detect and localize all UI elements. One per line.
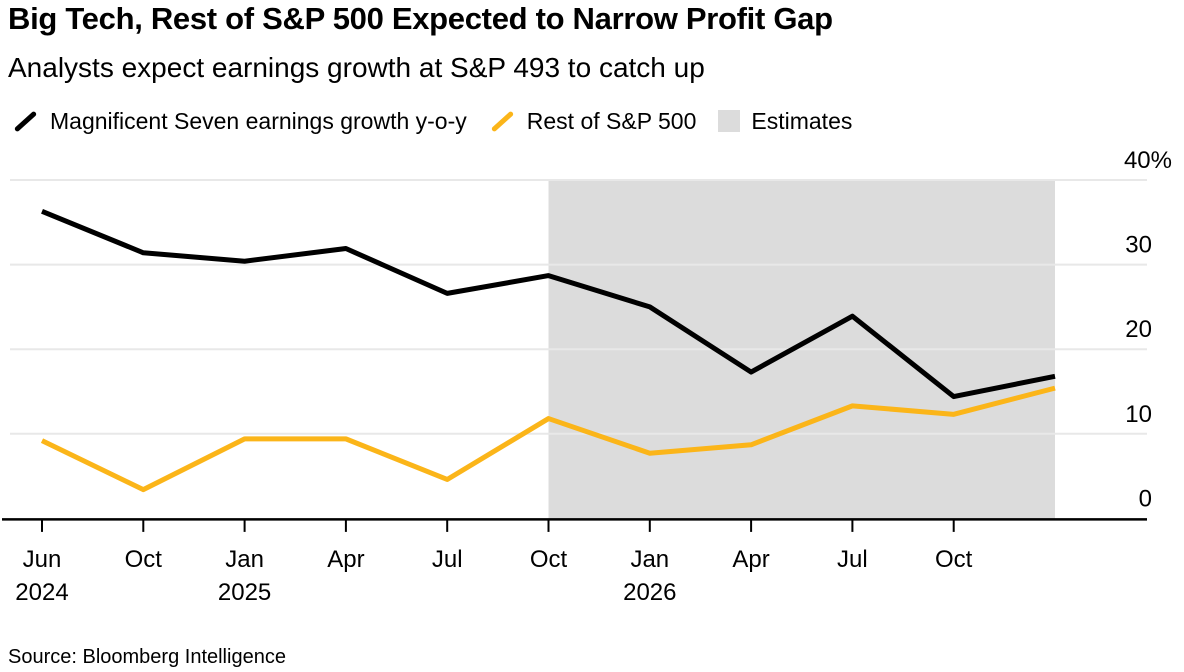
y-axis-labels-group: 0 10 20 30 40% (1124, 147, 1172, 512)
series-line-rest-of-sp500 (40, 385, 1056, 493)
legend-label-rest-of-sp500: Rest of S&P 500 (526, 107, 697, 134)
x-tick-label-0: Jun (23, 546, 62, 573)
x-tick-label-3: Apr (327, 546, 364, 573)
x-tick-label-6: Jan (630, 546, 669, 573)
x-tick-year-0: 2024 (15, 579, 68, 606)
legend-item-magnificent-seven: Magnificent Seven earnings growth y-o-y (12, 108, 467, 135)
x-tick-label-5: Oct (530, 546, 568, 573)
y-axis-label-30: 30 (1125, 232, 1152, 259)
x-tick-label-7: Apr (732, 546, 769, 573)
legend-label-magnificent-seven: Magnificent Seven earnings growth y-o-y (50, 107, 467, 134)
series-lines-group (40, 208, 1056, 493)
x-tick-label-4: Jul (432, 546, 463, 573)
page-subtitle: Analysts expect earnings growth at S&P 4… (8, 52, 705, 83)
x-tick-year-2: 2025 (218, 579, 271, 606)
y-axis-label-10: 10 (1125, 401, 1152, 428)
x-tick-label-8: Jul (837, 546, 868, 573)
legend-label-estimates: Estimates (751, 107, 853, 134)
estimates-swatch-icon (718, 110, 741, 132)
legend-item-estimates: Estimates (718, 108, 852, 135)
x-tick-label-1: Oct (125, 546, 163, 573)
y-axis-label-0: 0 (1139, 485, 1152, 512)
page-title: Big Tech, Rest of S&P 500 Expected to Na… (8, 1, 833, 36)
x-tick-label-2: Jan (225, 546, 264, 573)
x-axis-group: Jun 2024 Oct Jan 2025 Apr Jul Oct Jan 2026 Apr Jul O… (2, 518, 1147, 606)
x-tick-label-9: Oct (935, 546, 973, 573)
y-axis-label-40: 40% (1124, 147, 1172, 174)
x-tick-year-6: 2026 (623, 579, 676, 606)
y-axis-label-20: 20 (1125, 316, 1152, 343)
legend: Magnificent Seven earnings growth y-o-y … (12, 104, 852, 138)
gridlines-group (10, 179, 1147, 435)
series-line-magnificent-seven (41, 208, 1056, 400)
legend-item-rest-of-sp500: Rest of S&P 500 (489, 107, 697, 135)
source-note: Source: Bloomberg Intelligence (8, 646, 286, 668)
